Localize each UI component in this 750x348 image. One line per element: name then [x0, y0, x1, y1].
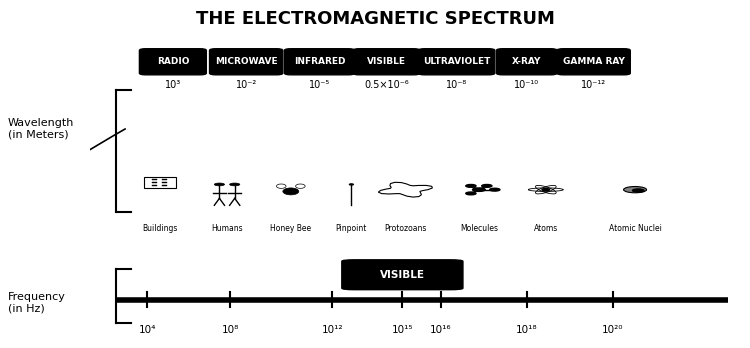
Circle shape [632, 189, 644, 192]
Bar [152, 185, 157, 186]
Text: Honey Bee: Honey Bee [270, 224, 311, 234]
Text: Pinpoint: Pinpoint [336, 224, 367, 234]
Text: VISIBLE: VISIBLE [367, 57, 406, 66]
Text: 0.5×10⁻⁶: 0.5×10⁻⁶ [364, 80, 409, 90]
Circle shape [482, 184, 492, 187]
FancyBboxPatch shape [353, 49, 420, 75]
FancyBboxPatch shape [284, 49, 355, 75]
Text: 10⁸: 10⁸ [221, 325, 239, 335]
FancyBboxPatch shape [496, 49, 557, 75]
Text: 10³: 10³ [165, 80, 181, 90]
Circle shape [623, 187, 646, 193]
Bar [152, 179, 157, 180]
Text: VISIBLE: VISIBLE [380, 270, 424, 280]
Text: Frequency
(in Hz): Frequency (in Hz) [8, 292, 65, 314]
FancyBboxPatch shape [557, 49, 630, 75]
Text: 10⁻²: 10⁻² [236, 80, 256, 90]
Text: 10¹²: 10¹² [322, 325, 343, 335]
Text: ULTRAVIOLET: ULTRAVIOLET [423, 57, 490, 66]
Text: 10¹⁵: 10¹⁵ [392, 325, 413, 335]
FancyBboxPatch shape [209, 49, 283, 75]
FancyBboxPatch shape [342, 260, 463, 290]
Text: 10⁻¹⁰: 10⁻¹⁰ [514, 80, 539, 90]
Circle shape [466, 192, 476, 195]
Ellipse shape [283, 188, 298, 195]
Circle shape [542, 189, 550, 191]
Text: Atoms: Atoms [534, 224, 558, 234]
Text: Protozoans: Protozoans [384, 224, 427, 234]
FancyBboxPatch shape [419, 49, 495, 75]
Text: Wavelength
(in Meters): Wavelength (in Meters) [8, 118, 74, 140]
Circle shape [490, 188, 500, 191]
Text: THE ELECTROMAGNETIC SPECTRUM: THE ELECTROMAGNETIC SPECTRUM [196, 10, 554, 29]
Bar [162, 179, 166, 180]
Bar [144, 177, 176, 188]
Circle shape [472, 188, 485, 191]
Circle shape [214, 183, 224, 186]
Text: 10⁻¹²: 10⁻¹² [581, 80, 606, 90]
Text: 10⁴: 10⁴ [139, 325, 156, 335]
Text: X-RAY: X-RAY [512, 57, 542, 66]
Text: GAMMA RAY: GAMMA RAY [562, 57, 625, 66]
Text: 10⁻⁵: 10⁻⁵ [309, 80, 330, 90]
Text: INFRARED: INFRARED [294, 57, 345, 66]
FancyBboxPatch shape [140, 49, 206, 75]
Text: Buildings: Buildings [142, 224, 178, 234]
Text: 10¹⁸: 10¹⁸ [516, 325, 538, 335]
Circle shape [350, 184, 353, 185]
Text: Humans: Humans [211, 224, 243, 234]
Text: Molecules: Molecules [460, 224, 498, 234]
Text: 10²⁰: 10²⁰ [602, 325, 623, 335]
Text: 10¹⁶: 10¹⁶ [430, 325, 451, 335]
Text: 10⁻⁸: 10⁻⁸ [446, 80, 467, 90]
Circle shape [466, 184, 476, 187]
Text: MICROWAVE: MICROWAVE [214, 57, 278, 66]
Bar [162, 185, 166, 186]
Text: RADIO: RADIO [157, 57, 189, 66]
Circle shape [230, 183, 240, 186]
Text: Atomic Nuclei: Atomic Nuclei [609, 224, 662, 234]
Bar [162, 182, 166, 183]
Bar [152, 182, 157, 183]
